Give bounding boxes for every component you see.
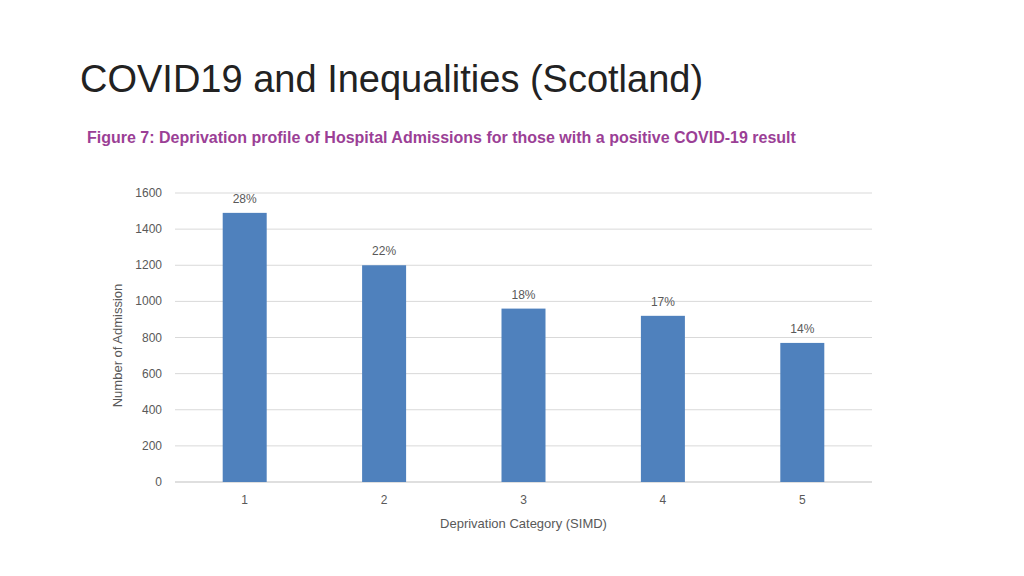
x-tick-label: 1 bbox=[241, 493, 248, 507]
y-tick-label: 0 bbox=[155, 475, 162, 489]
grid-line bbox=[175, 193, 872, 194]
grid-line bbox=[175, 265, 872, 266]
bar-annotation: 18% bbox=[511, 288, 535, 302]
bar bbox=[362, 265, 406, 482]
bar bbox=[641, 316, 685, 482]
bar-annotation: 22% bbox=[372, 244, 396, 258]
x-tick-label: 5 bbox=[799, 493, 806, 507]
bars bbox=[223, 213, 825, 482]
y-tick-label: 1000 bbox=[135, 294, 162, 308]
chart: 0 200 400 600 800 1000 1200 1400 1600 28% 22% 18% 17… bbox=[0, 0, 1024, 576]
y-tick-label: 1200 bbox=[135, 258, 162, 272]
bar-annotation: 14% bbox=[790, 322, 814, 336]
y-tick-label: 1600 bbox=[135, 186, 162, 200]
figure-title: Figure 7: Deprivation profile of Hospita… bbox=[87, 127, 902, 149]
y-tick-label: 1400 bbox=[135, 222, 162, 236]
x-tick-label: 4 bbox=[660, 493, 667, 507]
bar bbox=[502, 309, 546, 482]
y-tick-label: 200 bbox=[142, 439, 162, 453]
x-tick-label: 2 bbox=[381, 493, 388, 507]
bar bbox=[780, 343, 824, 482]
bar bbox=[223, 213, 267, 482]
slide-title: COVID19 and Inequalities (Scotland) bbox=[80, 58, 703, 101]
slide: COVID19 and Inequalities (Scotland) Figu… bbox=[0, 0, 1024, 576]
y-axis-title: Number of Admission bbox=[110, 284, 125, 408]
bar-annotation: 17% bbox=[651, 295, 675, 309]
grid-line bbox=[175, 229, 872, 230]
y-tick-label: 400 bbox=[142, 403, 162, 417]
y-tick-label: 800 bbox=[142, 331, 162, 345]
x-axis-title: Deprivation Category (SIMD) bbox=[440, 516, 607, 531]
y-tick-label: 600 bbox=[142, 367, 162, 381]
x-tick-label: 3 bbox=[520, 493, 527, 507]
bar-annotation: 28% bbox=[233, 192, 257, 206]
